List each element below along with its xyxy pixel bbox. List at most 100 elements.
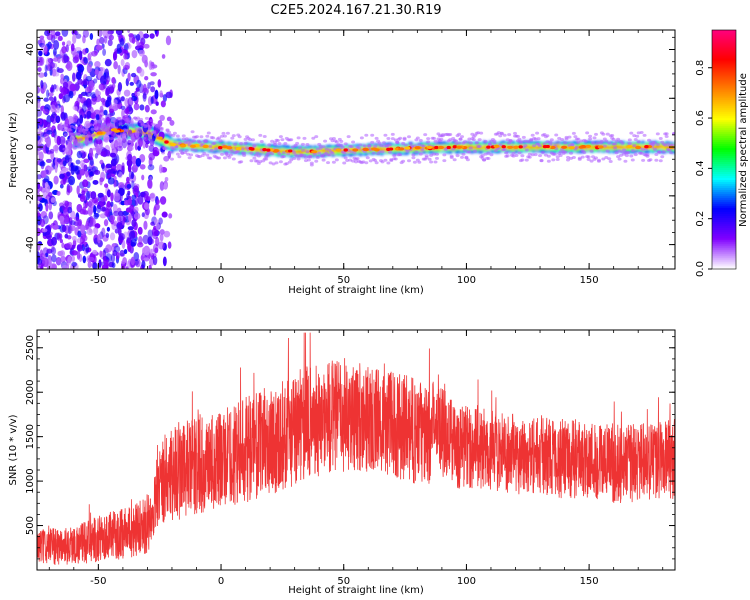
spectrogram-noise-cell xyxy=(44,181,49,188)
spectrogram-halo-cell xyxy=(658,136,663,140)
spectrogram-noise-cell xyxy=(156,199,160,205)
spectrogram-noise-cell xyxy=(70,43,75,52)
spectrogram-noise-cell xyxy=(88,147,94,157)
spectrogram-noise-cell xyxy=(94,61,101,68)
spectrogram-halo-cell xyxy=(167,130,172,134)
spectrogram-halo-cell xyxy=(426,140,431,144)
spectrogram-halo-cell xyxy=(576,140,581,144)
spectrogram-halo-cell xyxy=(483,139,488,143)
spectrogram-noise-cell xyxy=(89,217,96,227)
colorbar-segment xyxy=(712,257,736,260)
spectrogram-halo-cell xyxy=(193,148,198,152)
spectrogram-halo-cell xyxy=(661,150,666,154)
spectrogram-noise-cell xyxy=(116,163,123,172)
colorbar-segment xyxy=(712,225,736,228)
spectrogram-noise-cell xyxy=(98,259,102,269)
spectrogram-halo-cell xyxy=(300,148,305,152)
spectrogram-noise-cell xyxy=(37,251,40,261)
spectrogram-band-cell xyxy=(500,146,503,149)
spectrogram-noise-cell xyxy=(66,185,73,193)
spectrogram-halo-cell xyxy=(508,139,513,143)
0-xtick-label: 0 xyxy=(218,275,224,286)
spectrogram-band-cell xyxy=(590,146,594,150)
spectrogram-noise-cell xyxy=(64,243,71,249)
spectrogram-halo-cell xyxy=(423,133,428,137)
spectrogram-halo-cell xyxy=(381,141,386,145)
spectrogram-noise-cell xyxy=(60,73,65,80)
colorbar-segment xyxy=(712,123,736,127)
spectrogram-halo-cell xyxy=(386,161,391,165)
spectrogram-noise-cell xyxy=(105,232,110,239)
colorbar-segment xyxy=(712,111,736,115)
colorbar-segment xyxy=(712,139,736,143)
spectrogram-halo-cell xyxy=(100,124,105,128)
spectrogram-halo-cell xyxy=(217,156,222,160)
spectrogram-halo-cell xyxy=(452,158,457,162)
spectrogram-noise-cell xyxy=(126,159,133,167)
spectrogram-noise-cell xyxy=(60,179,66,185)
spectrogram-halo-cell xyxy=(252,156,257,160)
spectrogram-noise-cell xyxy=(107,39,113,47)
spectrogram-halo-cell xyxy=(237,135,242,139)
spectrogram-noise-cell xyxy=(58,233,63,240)
spectrogram-noise-cell xyxy=(113,99,118,105)
spectrogram-halo-cell xyxy=(511,151,516,155)
page-title: C2E5.2024.167.21.30.R19 xyxy=(270,3,441,18)
spectrogram-noise-cell xyxy=(77,78,83,85)
spectrogram-hotspot xyxy=(561,145,568,149)
colorbar-frame xyxy=(711,29,737,270)
colorbar-segment xyxy=(712,223,736,226)
spectrogram-halo-cell xyxy=(479,131,484,135)
spectrogram-noise-cell xyxy=(154,89,159,100)
spectrogram-halo-cell xyxy=(267,143,272,147)
spectrogram-hotspot xyxy=(597,145,604,149)
colorbar-segment xyxy=(712,205,736,208)
colorbar-segment xyxy=(712,125,736,129)
spectrogram-noise-cell xyxy=(144,104,150,113)
colorbar-segment xyxy=(712,267,736,270)
1-xtick-label: 50 xyxy=(337,576,350,587)
spectrogram-noise-cell xyxy=(42,180,46,189)
spectrogram-halo-cell xyxy=(264,157,269,161)
spectrogram-halo-cell xyxy=(566,158,571,162)
colorbar-segment xyxy=(712,127,736,131)
colorbar-segment xyxy=(712,161,736,165)
spectrogram-halo-cell xyxy=(109,136,114,140)
spectrogram-halo-cell xyxy=(314,159,319,163)
spectrogram-noise-cell xyxy=(107,84,114,95)
spectrogram-band-cell xyxy=(282,148,286,152)
spectrogram-noise-cell xyxy=(71,244,76,249)
spectrogram-halo-cell xyxy=(180,151,185,155)
spectrogram-noise-cell xyxy=(127,241,132,252)
colorbar-segment xyxy=(712,43,736,47)
spectrogram-halo-cell xyxy=(311,136,316,140)
spectrogram-noise-cell xyxy=(60,111,66,121)
spectrogram-band-cell xyxy=(243,147,246,152)
spectrogram-halo-cell xyxy=(345,158,350,162)
colorbar-segment xyxy=(712,119,736,123)
colorbar-segment xyxy=(712,253,736,256)
spectrogram-noise-cell xyxy=(155,223,160,230)
spectrogram-noise-cell xyxy=(151,227,159,237)
spectrogram-noise-cell xyxy=(51,254,57,263)
spectrogram-noise-cell xyxy=(88,228,93,234)
spectrogram-noise-cell xyxy=(105,244,112,253)
spectrogram-noise-cell xyxy=(143,245,151,256)
spectrogram-hotspot xyxy=(446,145,451,150)
spectrogram-noise-cell xyxy=(93,200,99,205)
spectrogram-halo-cell xyxy=(222,156,227,160)
spectrogram-noise-cell xyxy=(60,86,68,96)
colorbar-segment xyxy=(712,239,736,242)
spectrogram-noise-cell xyxy=(117,64,121,75)
spectrogram-noise-cell xyxy=(134,129,140,138)
spectrogram-halo-cell xyxy=(586,158,591,162)
spectrogram-noise-cell xyxy=(121,138,128,149)
spectrogram-halo-cell xyxy=(593,132,598,136)
spectrogram-halo-cell xyxy=(231,134,236,138)
spectrogram-noise-cell xyxy=(100,151,107,157)
spectrogram-band-cell xyxy=(592,145,596,149)
spectrogram-noise-cell xyxy=(110,192,114,202)
spectrogram-halo-cell xyxy=(639,131,644,135)
spectrogram-noise-cell xyxy=(71,30,77,36)
spectrogram-halo-cell xyxy=(309,161,314,165)
